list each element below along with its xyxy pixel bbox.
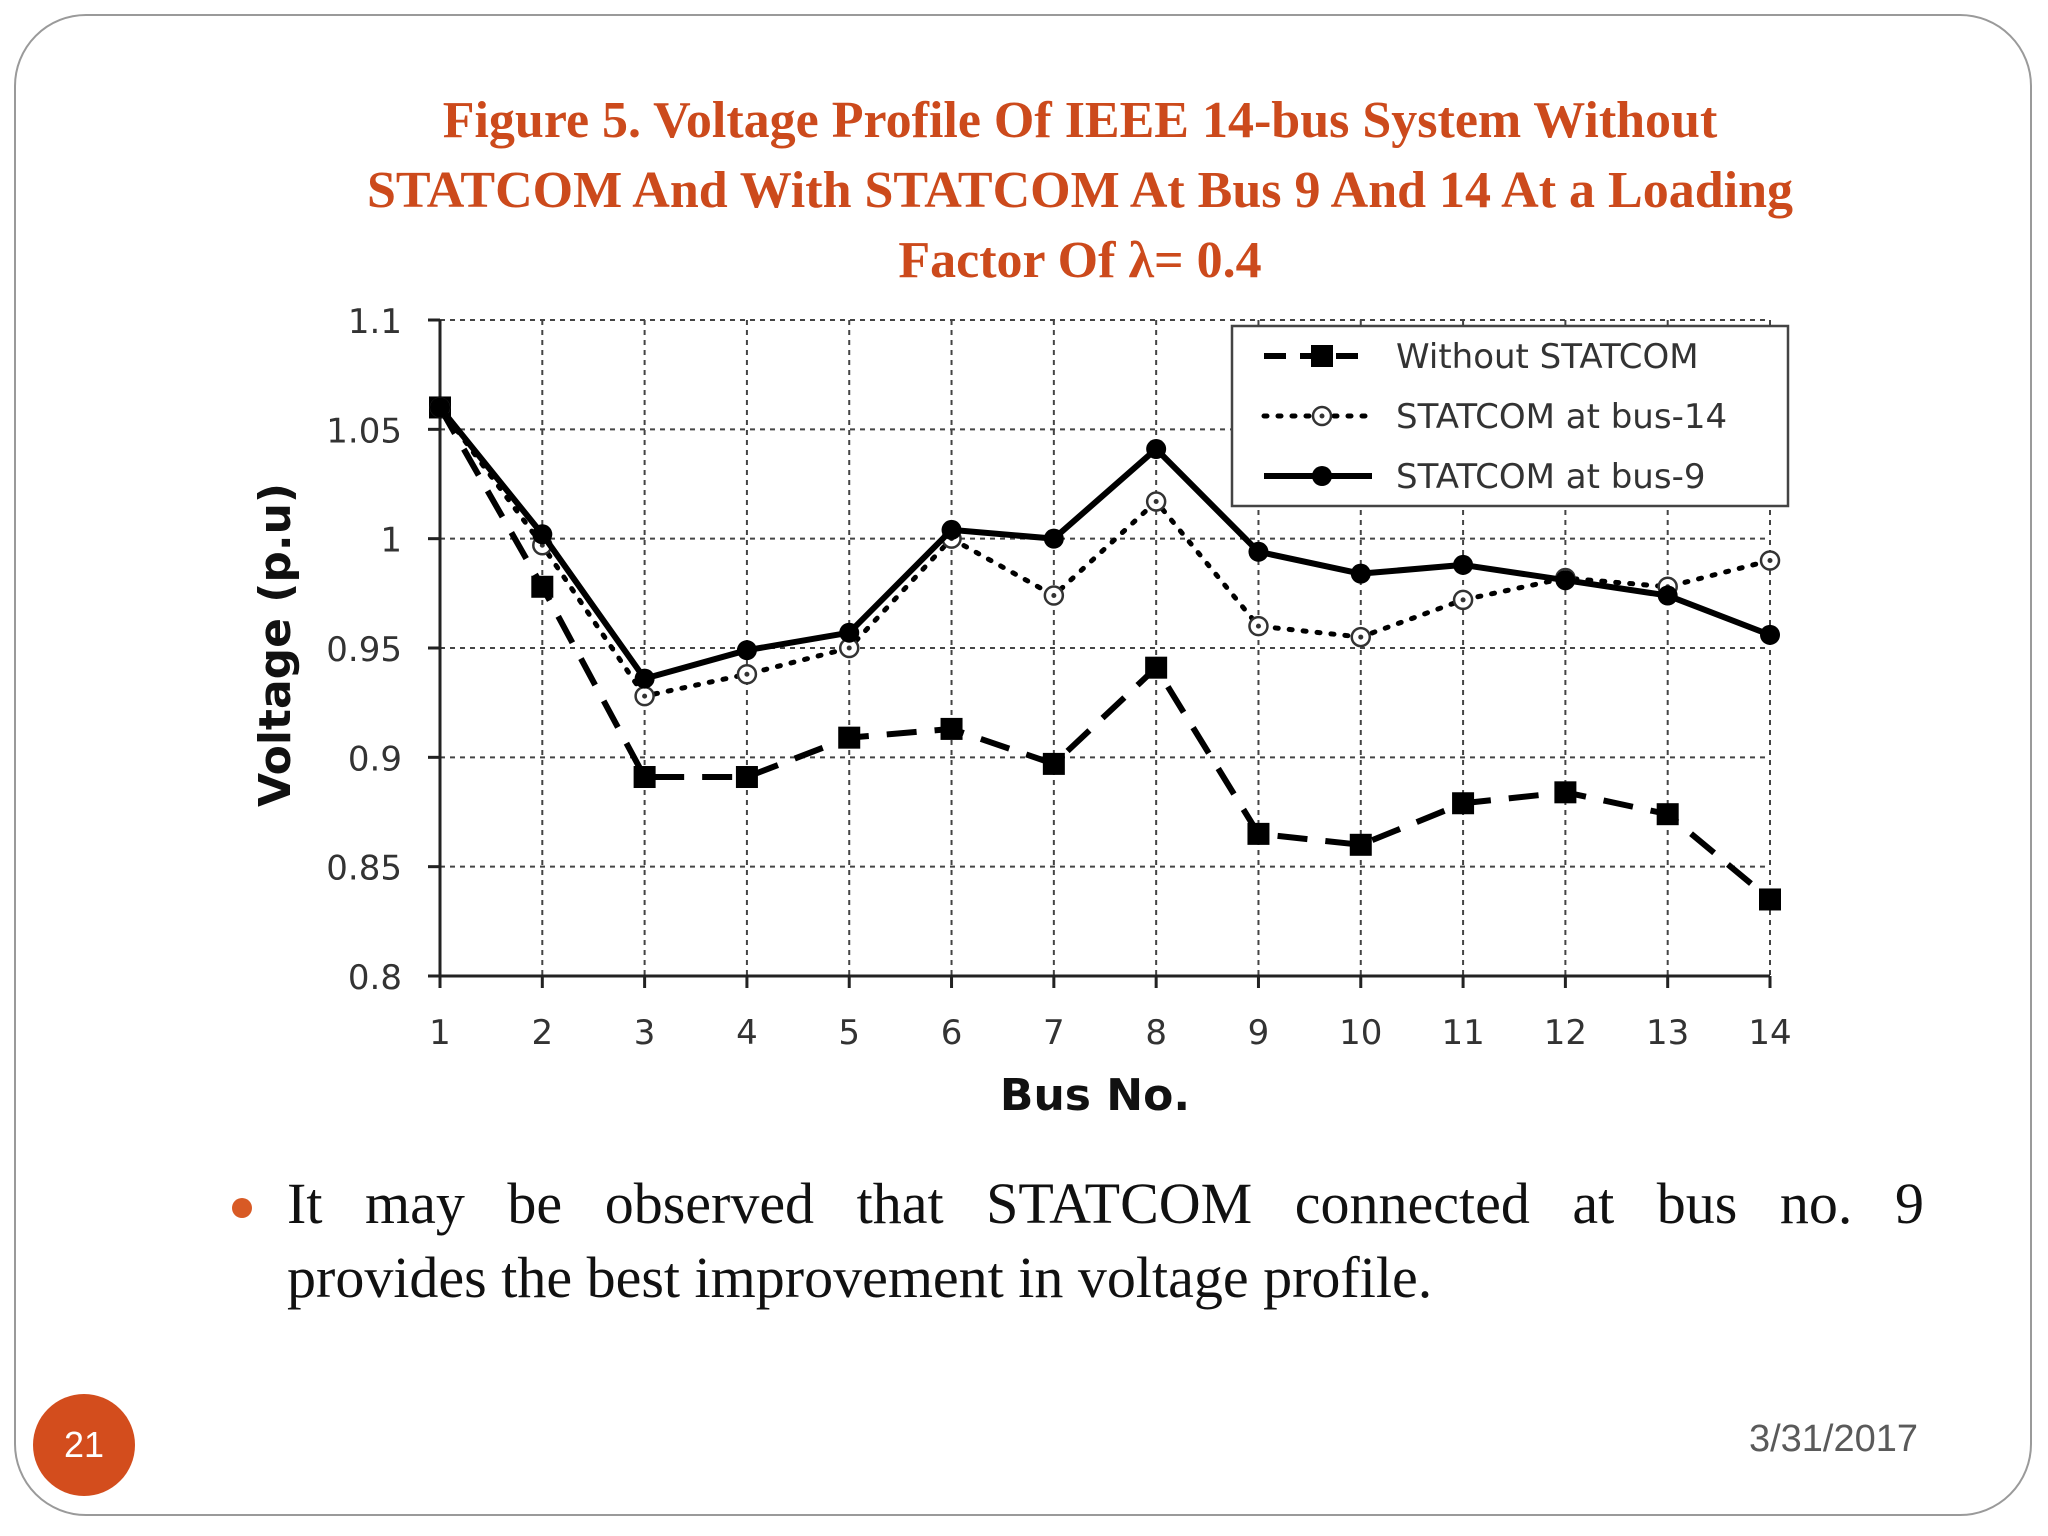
x-tick-label: 2 <box>531 1013 553 1053</box>
y-tick-label: 0.9 <box>348 739 402 779</box>
data-point <box>531 575 554 598</box>
chart-grid <box>440 319 1771 976</box>
data-point <box>941 519 962 540</box>
page-number-badge: 21 <box>33 1394 135 1496</box>
data-point <box>634 668 655 689</box>
data-point <box>1656 803 1679 826</box>
data-point <box>839 622 860 643</box>
x-tick-label: 1 <box>429 1013 451 1053</box>
data-point <box>1349 833 1372 856</box>
marker-center <box>1460 597 1466 603</box>
data-point <box>430 397 450 418</box>
data-point <box>634 685 655 707</box>
x-tick-label: 10 <box>1339 1013 1382 1053</box>
data-point <box>1247 822 1270 845</box>
legend-swatch-marker <box>1311 345 1333 367</box>
marker-center <box>846 645 852 651</box>
data-point <box>1759 550 1781 571</box>
x-tick-label: 8 <box>1145 1013 1167 1053</box>
x-tick-label: 14 <box>1748 1013 1791 1053</box>
y-axis-label: Voltage (p.u) <box>250 483 301 807</box>
marker-center <box>1051 593 1057 599</box>
data-point <box>1350 626 1372 648</box>
legend-label: STATCOM at bus-9 <box>1396 457 1705 497</box>
data-point <box>1145 491 1167 512</box>
figure-title-line-1: Figure 5. Voltage Profile Of IEEE 14-bus… <box>442 92 1718 149</box>
data-point <box>1042 752 1065 775</box>
data-point <box>736 640 757 661</box>
data-point <box>1043 585 1065 606</box>
x-tick-label: 4 <box>736 1013 758 1053</box>
y-tick-label: 0.95 <box>326 630 402 670</box>
data-point <box>633 766 656 789</box>
data-point <box>838 637 860 659</box>
figure-title-line-2: STATCOM And With STATCOM At Bus 9 And 14… <box>366 162 1794 219</box>
legend-label: STATCOM at bus-14 <box>1396 397 1727 437</box>
legend-swatch-marker <box>1312 466 1332 486</box>
data-point <box>1146 439 1167 460</box>
y-tick-label: 0.8 <box>348 958 402 998</box>
y-tick-label: 0.85 <box>326 849 402 889</box>
x-tick-label: 11 <box>1441 1013 1484 1053</box>
data-point <box>1043 528 1064 549</box>
bullet-text-line-1: It may be observed that STATCOM connecte… <box>287 1171 1924 1236</box>
data-point <box>735 766 758 789</box>
data-point <box>1760 624 1780 645</box>
chart-legend: Without STATCOM STATCOM at bus-14 STATCOM … <box>1230 324 1790 508</box>
data-point <box>1350 563 1371 584</box>
data-point <box>1453 554 1474 575</box>
data-point <box>1452 792 1475 815</box>
slide-date: 3/31/2017 <box>1748 1418 1918 1460</box>
data-point <box>940 717 963 740</box>
x-tick-label: 7 <box>1043 1013 1065 1053</box>
data-point <box>1145 656 1168 679</box>
x-tick-label: 9 <box>1248 1013 1270 1053</box>
chart-series <box>429 396 1781 911</box>
marker-center <box>1767 558 1773 564</box>
series-line <box>437 404 1773 699</box>
series-line <box>437 405 1772 682</box>
marker-center <box>1153 498 1159 504</box>
data-point <box>1657 585 1678 606</box>
x-tick-label: 13 <box>1646 1013 1689 1053</box>
marker-center <box>744 671 750 677</box>
y-tick-label: 1.1 <box>348 302 402 342</box>
data-point <box>1248 615 1269 637</box>
x-tick-label: 6 <box>941 1013 963 1053</box>
data-point <box>1452 589 1474 611</box>
x-axis-label: Bus No. <box>1000 1070 1190 1121</box>
slide-frame <box>14 14 2032 1516</box>
data-point <box>1554 781 1577 804</box>
data-point <box>532 524 553 545</box>
figure-title-line-3: Factor Of λ= 0.4 <box>898 232 1262 289</box>
series-statcom-at-bus-9 <box>430 397 1780 689</box>
x-tick-label: 5 <box>838 1013 860 1053</box>
x-tick-label: 3 <box>634 1013 656 1053</box>
data-point <box>1555 570 1576 591</box>
data-point <box>838 726 861 749</box>
data-point <box>1248 541 1269 562</box>
figure-title: Figure 5. Voltage Profile Of IEEE 14-bus… <box>230 86 1930 296</box>
marker-center <box>1255 623 1261 629</box>
data-point <box>736 663 758 685</box>
legend-swatch-marker <box>1311 405 1333 427</box>
x-tick-label: 12 <box>1544 1013 1587 1053</box>
data-point <box>1759 888 1781 911</box>
bullet-dot-icon <box>232 1198 252 1218</box>
marker-center <box>1319 413 1325 419</box>
chart-axes <box>428 318 1772 988</box>
marker-center <box>1358 634 1364 640</box>
y-tick-label: 1.05 <box>326 411 402 451</box>
y-tick-label: 1 <box>380 521 402 561</box>
series-line <box>437 405 1772 902</box>
bullet-text-line-2: provides the best improvement in voltage… <box>287 1245 1433 1310</box>
legend-label: Without STATCOM <box>1396 337 1699 377</box>
marker-center <box>642 693 648 699</box>
